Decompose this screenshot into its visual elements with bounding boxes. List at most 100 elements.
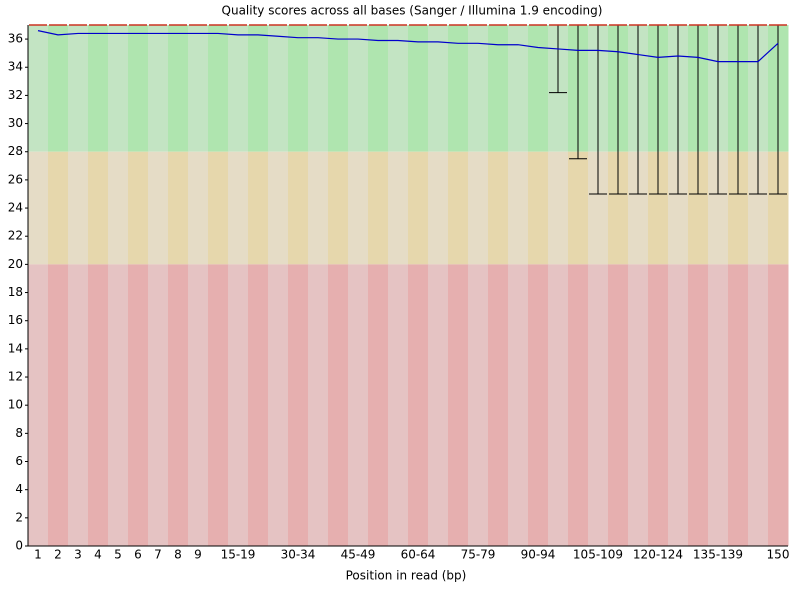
quality-zone <box>548 264 569 546</box>
quality-zone <box>128 25 149 152</box>
quality-zone <box>508 25 529 152</box>
quality-zone <box>448 264 469 546</box>
y-tick-label: 0 <box>15 539 23 553</box>
quality-zone <box>588 151 609 265</box>
quality-zone <box>468 25 489 152</box>
x-tick-label: 105-109 <box>573 548 623 562</box>
quality-zone <box>748 264 769 546</box>
y-tick-label: 24 <box>8 201 23 215</box>
x-tick-label: 2 <box>54 548 62 562</box>
quality-zone <box>148 151 169 265</box>
x-tick-label: 8 <box>174 548 182 562</box>
quality-zone <box>28 151 49 265</box>
quality-zone <box>328 25 349 152</box>
quality-zone <box>608 264 629 546</box>
quality-zone <box>508 151 529 265</box>
quality-zone <box>28 264 49 546</box>
y-tick-label: 34 <box>8 60 23 74</box>
quality-zone <box>108 264 129 546</box>
y-tick-label: 12 <box>8 370 23 384</box>
quality-zone <box>488 25 509 152</box>
quality-zone <box>268 25 289 152</box>
quality-zone <box>388 151 409 265</box>
x-tick-label: 60-64 <box>401 548 436 562</box>
x-tick-label: 135-139 <box>693 548 743 562</box>
quality-zone <box>288 264 309 546</box>
quality-zone <box>348 264 369 546</box>
quality-zone <box>108 25 129 152</box>
chart-title: Quality scores across all bases (Sanger … <box>222 4 603 18</box>
quality-zone <box>48 151 69 265</box>
y-tick-label: 2 <box>15 510 23 524</box>
x-tick-label: 1 <box>34 548 42 562</box>
quality-zone <box>88 264 109 546</box>
quality-zone <box>468 151 489 265</box>
quality-zone <box>148 25 169 152</box>
x-tick-label: 3 <box>74 548 82 562</box>
quality-zone <box>368 151 389 265</box>
quality-zone <box>368 264 389 546</box>
quality-zone <box>368 25 389 152</box>
quality-zone <box>88 25 109 152</box>
x-tick-label: 7 <box>154 548 162 562</box>
quality-zone <box>528 264 549 546</box>
y-tick-label: 10 <box>8 398 23 412</box>
quality-zone <box>268 264 289 546</box>
x-tick-label: 15-19 <box>221 548 256 562</box>
y-tick-label: 14 <box>8 341 23 355</box>
quality-zone <box>68 264 89 546</box>
quality-zone <box>728 151 749 265</box>
quality-zone <box>448 151 469 265</box>
quality-zone <box>48 25 69 152</box>
quality-zone <box>628 264 649 546</box>
quality-zone <box>168 264 189 546</box>
quality-zone <box>228 264 249 546</box>
quality-zone <box>588 264 609 546</box>
quality-zone <box>208 264 229 546</box>
quality-zone <box>688 264 709 546</box>
quality-zone <box>248 25 269 152</box>
quality-zone <box>388 25 409 152</box>
quality-zone <box>388 264 409 546</box>
quality-zone <box>708 264 729 546</box>
quality-zone <box>208 151 229 265</box>
quality-zone <box>228 25 249 152</box>
quality-zone <box>148 264 169 546</box>
y-tick-label: 4 <box>15 482 23 496</box>
quality-zone <box>488 264 509 546</box>
y-tick-label: 30 <box>8 116 23 130</box>
quality-zone <box>248 151 269 265</box>
quality-zone <box>648 264 669 546</box>
quality-zone <box>768 151 789 265</box>
quality-zone <box>248 264 269 546</box>
quality-zone <box>168 151 189 265</box>
quality-zone <box>628 151 649 265</box>
y-tick-label: 26 <box>8 172 23 186</box>
quality-zone <box>428 25 449 152</box>
x-tick-label: 75-79 <box>461 548 496 562</box>
quality-zone <box>188 264 209 546</box>
quality-zone <box>408 25 429 152</box>
mean-line <box>37 30 779 63</box>
quality-zone <box>188 151 209 265</box>
x-tick-label: 150 <box>767 548 790 562</box>
quality-zone <box>768 264 789 546</box>
quality-zone <box>448 25 469 152</box>
quality-zone <box>88 151 109 265</box>
x-tick-label: 4 <box>94 548 102 562</box>
quality-zone <box>68 25 89 152</box>
quality-zone <box>688 151 709 265</box>
quality-zone <box>528 151 549 265</box>
x-tick-label: 45-49 <box>341 548 376 562</box>
quality-zone <box>288 151 309 265</box>
quality-zone <box>68 151 89 265</box>
quality-zone <box>568 264 589 546</box>
x-tick-label: 30-34 <box>281 548 316 562</box>
quality-zone <box>428 151 449 265</box>
quality-zone <box>308 264 329 546</box>
quality-zone <box>748 151 769 265</box>
x-tick-label: 90-94 <box>521 548 556 562</box>
quality-zone <box>708 151 729 265</box>
quality-zone <box>308 25 329 152</box>
